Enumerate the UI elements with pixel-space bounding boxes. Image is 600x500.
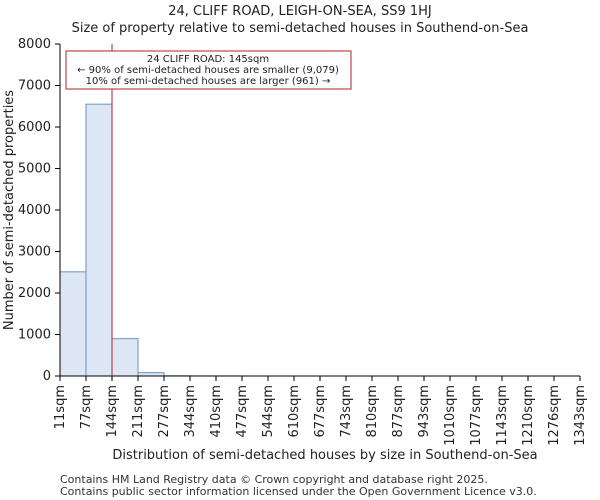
x-tick-label: 277sqm (157, 385, 172, 438)
x-tick-label: 11sqm (53, 385, 68, 429)
footer-line-2: Contains public sector information licen… (60, 485, 537, 498)
x-tick-label: 144sqm (105, 385, 120, 438)
x-tick-label: 943sqm (417, 385, 432, 438)
bar (85, 103, 113, 377)
y-tick-label: 6000 (18, 120, 51, 135)
y-tick-label: 4000 (18, 203, 51, 218)
bar (111, 338, 139, 377)
y-tick-label: 2000 (18, 286, 51, 301)
y-tick-label: 3000 (18, 245, 51, 260)
x-tick-label: 544sqm (261, 385, 276, 438)
x-tick-label: 610sqm (287, 385, 302, 438)
annotation-line-3: 10% of semi-detached houses are larger (… (86, 76, 331, 87)
x-axis-label: Distribution of semi-detached houses by … (112, 448, 537, 463)
x-tick-label: 1343sqm (573, 385, 588, 446)
x-tick-label: 1276sqm (547, 385, 562, 446)
y-tick-label: 0 (43, 369, 51, 384)
y-ticks-group: 0 1000 2000 3000 4000 5000 6000 7000 8000 (18, 37, 60, 384)
footer-line-1: Contains HM Land Registry data © Crown c… (60, 473, 488, 486)
x-tick-label: 677sqm (313, 385, 328, 438)
y-tick-label: 7000 (18, 79, 51, 94)
x-tick-label: 477sqm (235, 385, 250, 438)
x-tick-label: 1210sqm (521, 385, 536, 446)
x-ticks-group: 11sqm 77sqm 144sqm 211sqm 277sqm 344sqm 410sqm… (53, 376, 588, 446)
y-tick-label: 8000 (18, 37, 51, 52)
axes-group (59, 44, 580, 377)
annotation-line-2: ← 90% of semi-detached houses are smalle… (77, 65, 339, 76)
x-tick-label: 1010sqm (443, 385, 458, 446)
y-axis-label: Number of semi-detached properties (2, 90, 17, 330)
x-tick-label: 211sqm (131, 385, 146, 438)
chart-title: 24, CLIFF ROAD, LEIGH-ON-SEA, SS9 1HJ (168, 4, 432, 19)
x-tick-label: 810sqm (365, 385, 380, 438)
annotation: 24 CLIFF ROAD: 145sqm ← 90% of semi-deta… (65, 50, 352, 90)
x-tick-label: 77sqm (79, 385, 94, 429)
x-tick-label: 344sqm (183, 385, 198, 438)
annotation-line-1: 24 CLIFF ROAD: 145sqm (147, 54, 269, 65)
x-tick-label: 1077sqm (469, 385, 484, 446)
x-tick-label: 410sqm (209, 385, 224, 438)
x-tick-label: 1143sqm (495, 385, 510, 446)
y-tick-label: 1000 (18, 328, 51, 343)
bars-group (59, 103, 243, 377)
chart-subtitle: Size of property relative to semi-detach… (72, 21, 529, 36)
annotation-box (65, 50, 352, 90)
x-tick-label: 877sqm (391, 385, 406, 438)
y-tick-label: 5000 (18, 162, 51, 177)
x-tick-label: 743sqm (339, 385, 354, 438)
bar (59, 271, 87, 377)
